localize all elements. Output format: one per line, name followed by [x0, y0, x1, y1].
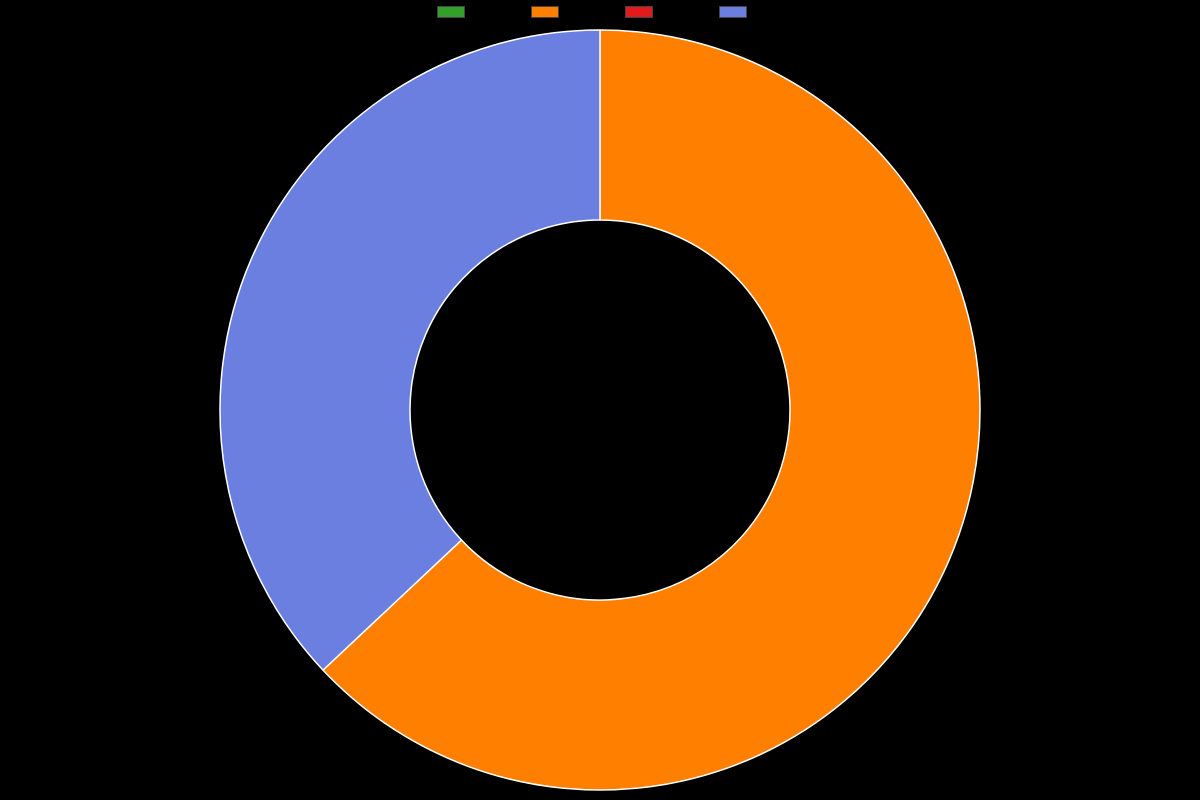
legend-swatch-2 [625, 6, 653, 18]
legend-item-2 [625, 6, 669, 18]
donut-slice-3 [220, 30, 600, 670]
legend-swatch-1 [531, 6, 559, 18]
legend-swatch-3 [719, 6, 747, 18]
legend-item-1 [531, 6, 575, 18]
donut-chart [0, 20, 1200, 800]
legend-swatch-0 [437, 6, 465, 18]
legend-item-0 [437, 6, 481, 18]
chart-legend [0, 6, 1200, 18]
legend-item-3 [719, 6, 763, 18]
donut-chart-container [0, 0, 1200, 800]
